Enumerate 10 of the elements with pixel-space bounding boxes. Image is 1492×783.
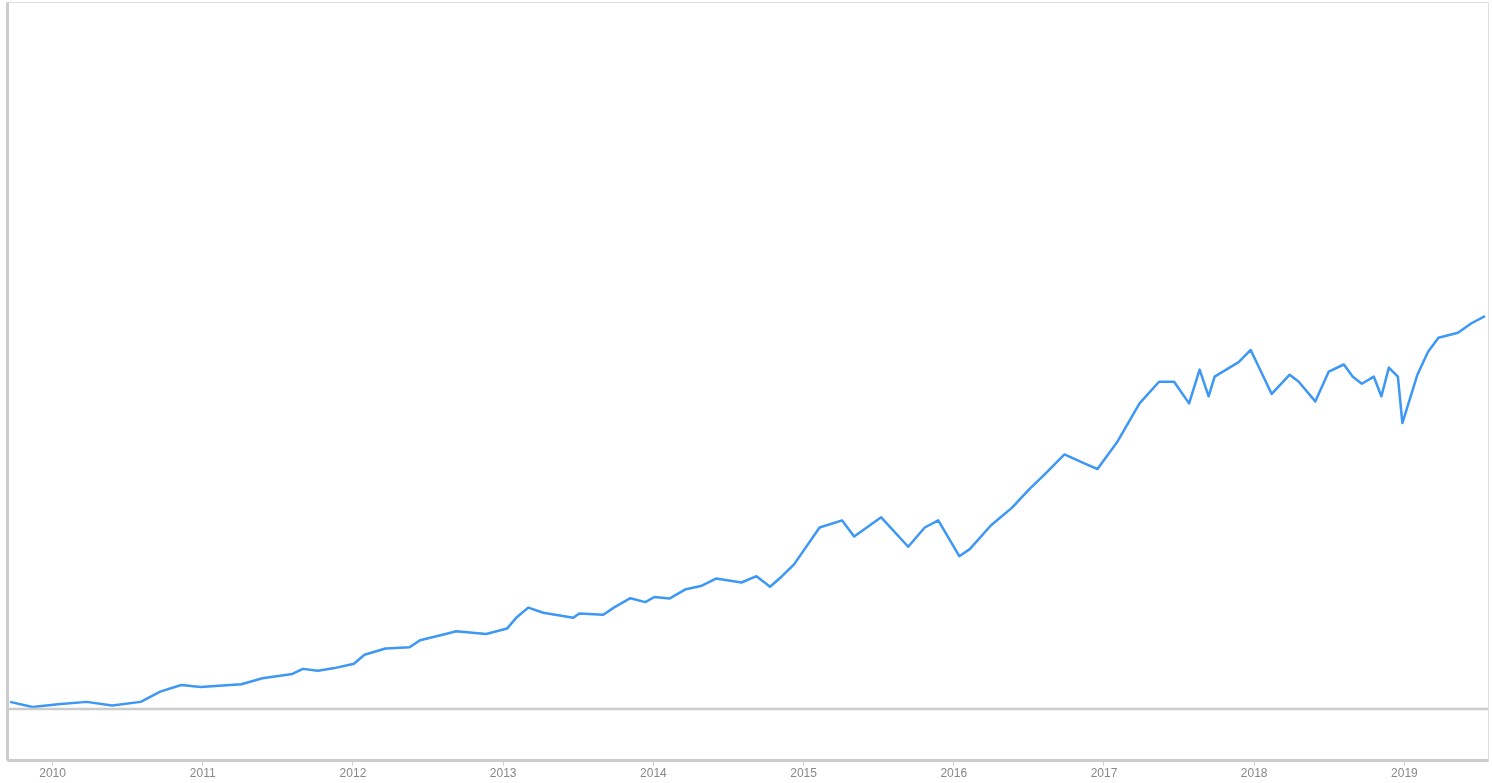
x-tick-label: 2017 bbox=[1090, 765, 1118, 780]
x-tick-label: 2013 bbox=[489, 765, 517, 780]
x-tick-label: 2010 bbox=[39, 765, 67, 780]
x-tick-label: 2014 bbox=[640, 765, 668, 780]
x-tick-label: 2018 bbox=[1240, 765, 1268, 780]
x-tick-label: 2019 bbox=[1391, 765, 1419, 780]
x-tick-label: 2015 bbox=[790, 765, 818, 780]
x-tick-label: 2011 bbox=[189, 765, 216, 780]
x-tick-label: 2016 bbox=[940, 765, 968, 780]
x-tick-label: 2012 bbox=[339, 765, 367, 780]
